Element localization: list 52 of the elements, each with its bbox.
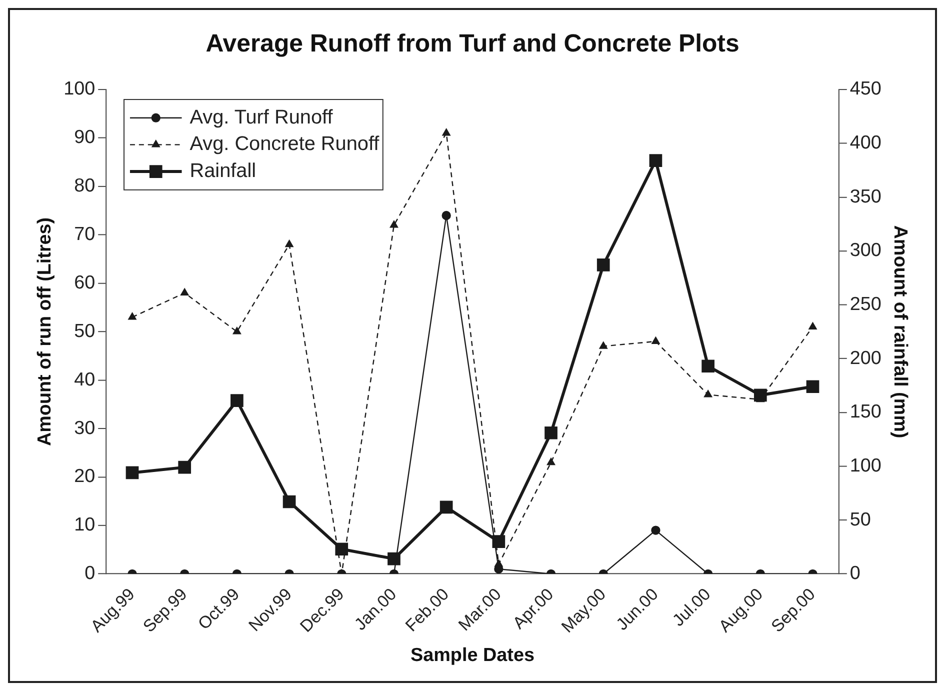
point xyxy=(230,394,244,408)
y2-tick-label: 250 xyxy=(850,294,882,315)
x-axis-title: Sample Dates xyxy=(410,644,535,666)
y-tick-label: 50 xyxy=(74,320,96,342)
point xyxy=(806,380,820,394)
point xyxy=(442,128,450,136)
point xyxy=(652,336,660,344)
point xyxy=(390,220,398,228)
y2-tick-label: 300 xyxy=(850,240,882,262)
y2-tick-label: 150 xyxy=(850,402,882,423)
point xyxy=(335,542,348,556)
point xyxy=(808,322,817,330)
point xyxy=(128,312,136,320)
point xyxy=(442,210,451,220)
y-tick-label: 80 xyxy=(74,176,96,197)
point xyxy=(232,327,241,334)
y2-tick-label: 100 xyxy=(850,455,882,476)
y2-tick-label: 450 xyxy=(850,78,882,100)
y-tick-label: 70 xyxy=(74,224,96,246)
point xyxy=(388,552,400,566)
point xyxy=(440,500,453,514)
y2-tick-label: 350 xyxy=(850,186,882,208)
y2-tick-label: 400 xyxy=(850,132,882,154)
y2-axis-title: Amount of rainfall (mm) xyxy=(890,225,911,438)
y-tick-label: 30 xyxy=(74,418,96,439)
legend-label: Rainfall xyxy=(190,160,256,182)
point xyxy=(546,458,556,466)
y-axis-title: Amount of run off (Litres) xyxy=(34,217,56,446)
point xyxy=(126,466,139,480)
y-tick-label: 20 xyxy=(74,466,96,488)
point xyxy=(649,154,662,167)
point xyxy=(282,495,296,508)
y-tick-label: 90 xyxy=(74,127,96,148)
y2-tick-label: 50 xyxy=(850,509,871,530)
legend-label: Avg. Concrete Runoff xyxy=(190,133,380,156)
y-tick-label: 10 xyxy=(74,514,96,536)
point xyxy=(596,258,610,272)
point xyxy=(599,342,608,349)
y-tick-label: 0 xyxy=(84,563,96,584)
point xyxy=(544,426,558,440)
y-tick-label: 100 xyxy=(64,78,96,100)
point xyxy=(702,360,714,373)
y-tick-label: 60 xyxy=(74,272,96,294)
point xyxy=(285,240,294,248)
y-tick-label: 40 xyxy=(74,369,96,390)
point xyxy=(178,460,192,474)
y2-tick-label: 0 xyxy=(850,563,860,584)
point xyxy=(704,390,712,398)
y2-tick-label: 200 xyxy=(850,348,882,369)
chart-title: Average Runoff from Turf and Concrete Plots xyxy=(206,30,740,58)
legend-label: Avg. Turf Runoff xyxy=(190,106,334,128)
point xyxy=(180,288,189,296)
